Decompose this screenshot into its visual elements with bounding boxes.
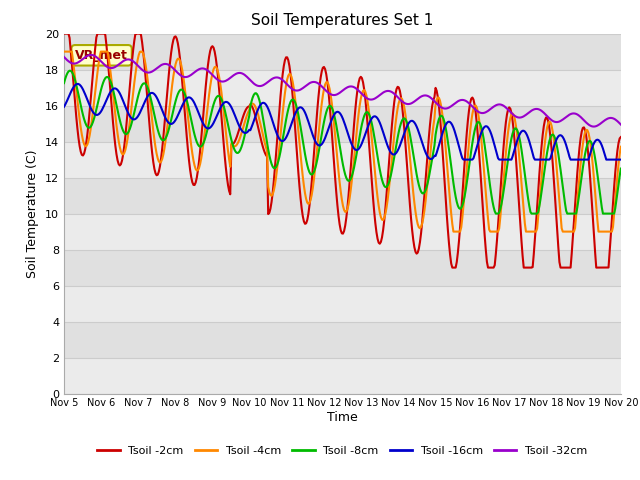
- Bar: [64, 250, 621, 286]
- Text: VR_met: VR_met: [75, 49, 128, 62]
- Legend: Tsoil -2cm, Tsoil -4cm, Tsoil -8cm, Tsoil -16cm, Tsoil -32cm: Tsoil -2cm, Tsoil -4cm, Tsoil -8cm, Tsoi…: [93, 441, 592, 460]
- Bar: [64, 286, 621, 322]
- Bar: [64, 70, 621, 106]
- Bar: [64, 214, 621, 250]
- Bar: [64, 178, 621, 214]
- X-axis label: Time: Time: [327, 411, 358, 424]
- Y-axis label: Soil Temperature (C): Soil Temperature (C): [26, 149, 40, 278]
- Bar: [64, 322, 621, 358]
- Title: Soil Temperatures Set 1: Soil Temperatures Set 1: [252, 13, 433, 28]
- Bar: [64, 34, 621, 70]
- Bar: [64, 106, 621, 142]
- Bar: [64, 142, 621, 178]
- Bar: [64, 358, 621, 394]
